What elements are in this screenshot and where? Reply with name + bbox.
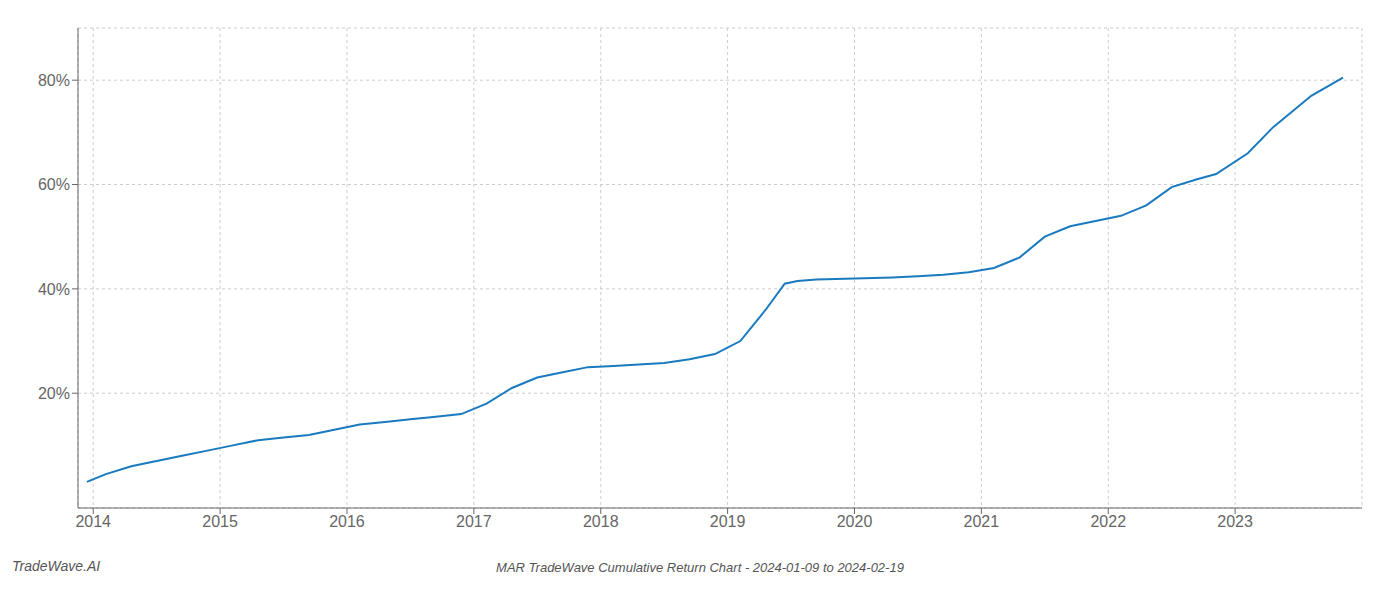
svg-text:2022: 2022 — [1090, 513, 1126, 530]
svg-text:60%: 60% — [38, 176, 70, 193]
html-text:TradeWave.AI: TradeWave.AI — [12, 558, 101, 574]
svg-text:2016: 2016 — [329, 513, 365, 530]
svg-text:2023: 2023 — [1217, 513, 1253, 530]
svg-text:80%: 80% — [38, 72, 70, 89]
svg-text:2021: 2021 — [964, 513, 1000, 530]
svg-text:2019: 2019 — [710, 513, 746, 530]
svg-text:40%: 40% — [38, 281, 70, 298]
svg-text:2020: 2020 — [837, 513, 873, 530]
html-text:MAR TradeWave Cumulative Retur: MAR TradeWave Cumulative Return Chart - … — [496, 560, 904, 575]
svg-text:2014: 2014 — [75, 513, 111, 530]
svg-text:2015: 2015 — [202, 513, 238, 530]
svg-text:2017: 2017 — [456, 513, 492, 530]
svg-text:20%: 20% — [38, 385, 70, 402]
svg-text:2018: 2018 — [583, 513, 619, 530]
